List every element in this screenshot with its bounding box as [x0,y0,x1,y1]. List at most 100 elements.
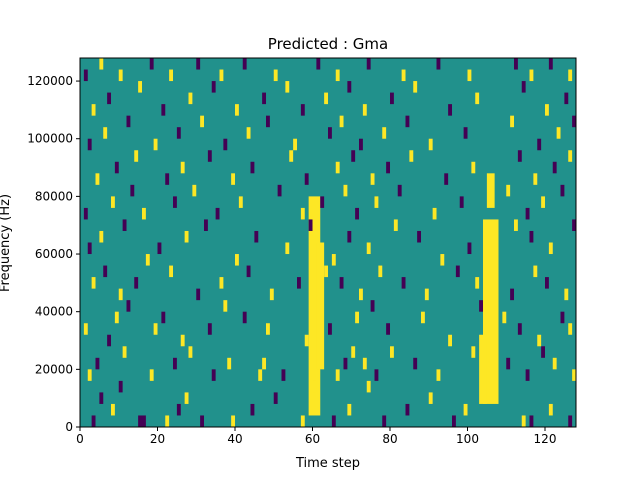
heatmap-cell [514,58,518,70]
heatmap-cell [413,357,418,370]
heatmap-cell [502,311,507,324]
heatmap-cell [541,196,546,208]
heatmap-cell [242,311,247,324]
heatmap-cell [455,265,460,278]
heatmap-cell [459,196,464,208]
heatmap-cell [436,369,441,381]
heatmap-cell [289,150,294,162]
heatmap-cell [99,58,104,70]
heatmap-cell [440,254,445,266]
heatmap-cell [83,207,88,220]
heatmap-cell [428,138,433,151]
heatmap-cell [362,104,367,116]
heatmap-cell [452,415,456,427]
heatmap-cell [529,230,534,243]
heatmap-cell [122,219,127,231]
heatmap-cell [173,357,177,370]
heatmap-cell [126,300,131,312]
heatmap-cell [351,346,356,358]
heatmap-cell [161,104,166,116]
heatmap-cell [169,69,174,82]
heatmap-band [316,242,325,370]
heatmap-cell [510,115,515,128]
heatmap-cell [184,230,189,243]
x-tick-label: 100 [456,432,479,446]
heatmap-cell [428,392,433,404]
heatmap-cell [83,69,88,82]
heatmap-cell [525,207,530,220]
heatmap-cell [180,334,185,347]
heatmap-cell [545,277,549,289]
heatmap-cell [266,323,270,335]
heatmap-cell [413,81,418,93]
heatmap-cell [378,265,383,278]
heatmap-cell [568,150,573,162]
heatmap-cell [374,196,379,208]
x-tick-label: 20 [150,432,165,446]
heatmap-cell [262,92,267,105]
heatmap-cell [374,369,379,381]
heatmap-cell [421,311,425,324]
heatmap-cell [525,369,530,381]
heatmap-cell [111,403,115,416]
heatmap-cell [390,92,394,105]
heatmap-cell [200,115,205,128]
heatmap-cell [339,115,344,128]
heatmap-cell [246,265,251,278]
heatmap-cell [436,58,441,70]
heatmap-cell [537,138,542,151]
heatmap-cell [273,69,278,82]
heatmap-cell [153,323,158,335]
heatmap-cell [204,219,208,231]
heatmap-cell [401,69,406,82]
heatmap-cell [568,323,573,335]
y-tick-label: 60000 [35,247,73,261]
heatmap-cell [552,161,557,174]
heatmap-cells [83,58,577,427]
heatmap-cell [339,277,344,289]
heatmap-cell [134,277,139,289]
heatmap-cell [432,207,437,220]
heatmap-cell [254,230,259,243]
x-axis: 0 20 40 60 80 100 120 [76,427,556,446]
heatmap-cell [386,323,391,335]
heatmap-cell [165,173,170,185]
heatmap-cell [273,392,278,404]
plot-frame [79,57,577,428]
heatmap-cell [390,346,394,358]
heatmap-cell [281,369,286,381]
heatmap-cell [362,357,367,370]
heatmap-cell [297,277,301,289]
heatmap-cell [448,104,453,116]
heatmap-cell [285,81,290,93]
heatmap-cell [215,207,220,220]
heatmap-cell [142,415,146,427]
heatmap-cell [548,403,553,416]
heatmap-cell [359,288,363,301]
heatmap-cell [223,138,228,151]
heatmap-cell [200,415,205,427]
heatmap-cell [537,334,542,347]
y-tick-label: 40000 [35,305,73,319]
heatmap-cell [95,357,100,370]
heatmap-background [80,58,576,427]
heatmap-cell [227,357,232,370]
heatmap-cell [184,392,189,404]
heatmap-cell [479,300,484,312]
heatmap-cell [514,219,518,231]
heatmap-cell [545,104,549,116]
heatmap-cell [552,357,557,370]
heatmap-cell [196,58,201,70]
heatmap-cell [331,254,336,266]
heatmap-cell [401,277,406,289]
heatmap-cell [386,161,391,174]
heatmap-cell [250,403,255,416]
heatmap-cell [238,196,243,208]
heatmap-cell [122,346,127,358]
heatmap-cell [572,219,577,231]
heatmap-cell [405,115,410,128]
heatmap-cell [223,300,228,312]
heatmap-cell [300,104,305,116]
heatmap-cell [103,127,108,139]
x-tick-label: 120 [534,432,557,446]
